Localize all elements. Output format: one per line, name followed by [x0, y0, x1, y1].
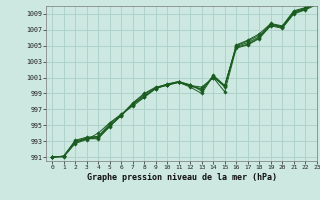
X-axis label: Graphe pression niveau de la mer (hPa): Graphe pression niveau de la mer (hPa): [87, 173, 276, 182]
